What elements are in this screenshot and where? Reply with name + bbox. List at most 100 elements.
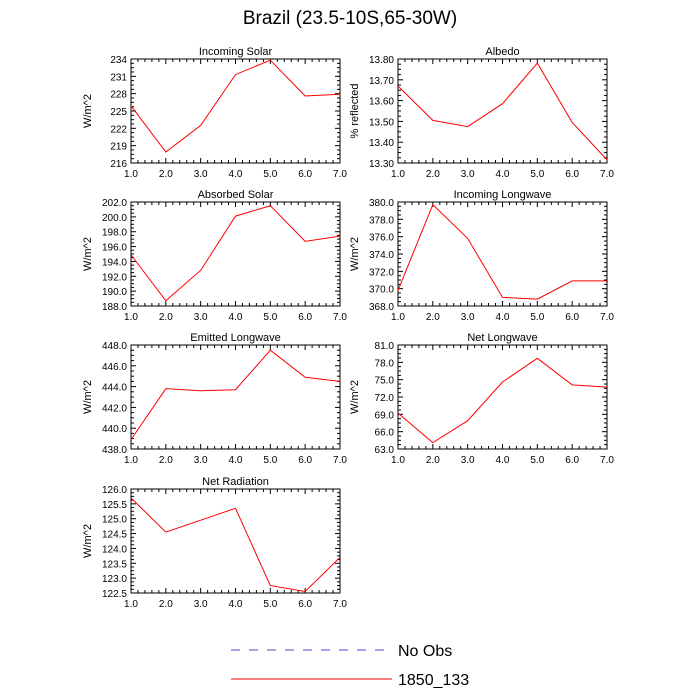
x-tick-label: 3.0 bbox=[461, 455, 475, 466]
x-tick-label: 3.0 bbox=[194, 169, 208, 180]
y-tick-label: 446.0 bbox=[102, 362, 127, 373]
panel-title: Albedo bbox=[485, 46, 519, 58]
plot-frame bbox=[130, 201, 341, 307]
y-tick-label: 190.0 bbox=[102, 287, 127, 298]
x-tick-label: 5.0 bbox=[263, 455, 277, 466]
y-tick-label: 192.0 bbox=[102, 272, 127, 283]
y-axis-label: W/m^2 bbox=[349, 380, 361, 414]
y-axis-label: W/m^2 bbox=[349, 237, 361, 271]
x-tick-label: 7.0 bbox=[333, 599, 347, 610]
y-tick-label: 222 bbox=[110, 124, 127, 135]
y-tick-label: 13.30 bbox=[369, 159, 394, 170]
y-tick-label: 69.0 bbox=[375, 410, 395, 421]
x-tick-label: 2.0 bbox=[159, 312, 173, 323]
y-tick-label: 123.5 bbox=[102, 559, 127, 570]
series-line-1850_133 bbox=[397, 62, 608, 161]
x-tick-label: 6.0 bbox=[298, 599, 312, 610]
y-tick-label: 198.0 bbox=[102, 228, 127, 239]
figure-title: Brazil (23.5-10S,65-30W) bbox=[242, 8, 458, 29]
x-tick-label: 6.0 bbox=[565, 455, 579, 466]
legend: No Obs 1850_133 bbox=[231, 643, 469, 689]
y-tick-label: 219 bbox=[110, 142, 127, 153]
panel-emitted-longwave: Emitted Longwave W/m^2 1.0 2.0 3.0 4.0 5.0 6.0 7… bbox=[82, 332, 347, 466]
plot-frame bbox=[397, 344, 608, 450]
y-tick-label: 124.0 bbox=[102, 544, 127, 555]
x-tick-label: 5.0 bbox=[263, 312, 277, 323]
x-tick-label: 4.0 bbox=[229, 599, 243, 610]
y-tick-label: 63.0 bbox=[375, 445, 395, 456]
y-tick-label: 372.0 bbox=[369, 267, 394, 278]
y-tick-label: 122.5 bbox=[102, 589, 127, 600]
series-line-1850_133 bbox=[130, 59, 341, 153]
x-tick-label: 2.0 bbox=[159, 599, 173, 610]
panel-net-radiation: Net Radiation W/m^2 1.0 2.0 3.0 4.0 5.0 6.0 7.0 1… bbox=[82, 476, 347, 610]
y-tick-label: 66.0 bbox=[375, 428, 395, 439]
y-tick-label: 75.0 bbox=[375, 376, 395, 387]
x-tick-label: 6.0 bbox=[565, 312, 579, 323]
series-line-1850_133 bbox=[130, 349, 341, 440]
x-tick-label: 2.0 bbox=[426, 312, 440, 323]
y-tick-label: 216 bbox=[110, 159, 127, 170]
panel-albedo: Albedo % reflected 1.0 2.0 3.0 4.0 5.0 6.0 7.0 13… bbox=[349, 46, 614, 180]
y-axis-label: % reflected bbox=[349, 83, 361, 138]
x-tick-label: 4.0 bbox=[229, 312, 243, 323]
x-tick-label: 4.0 bbox=[496, 455, 510, 466]
plot-frame bbox=[397, 58, 608, 164]
y-tick-label: 72.0 bbox=[375, 393, 395, 404]
y-tick-label: 123.0 bbox=[102, 574, 127, 585]
y-tick-label: 13.80 bbox=[369, 55, 394, 66]
series-line-1850_133 bbox=[130, 497, 341, 593]
y-axis-label: W/m^2 bbox=[82, 94, 94, 128]
x-tick-label: 4.0 bbox=[229, 169, 243, 180]
y-tick-label: 124.5 bbox=[102, 530, 127, 541]
series-line-1850_133 bbox=[130, 205, 341, 302]
y-axis-label: W/m^2 bbox=[82, 380, 94, 414]
y-tick-label: 81.0 bbox=[375, 341, 395, 352]
y-tick-label: 231 bbox=[110, 72, 127, 83]
legend-label: No Obs bbox=[398, 643, 452, 660]
y-tick-label: 125.5 bbox=[102, 500, 127, 511]
x-tick-label: 2.0 bbox=[159, 169, 173, 180]
y-tick-label: 370.0 bbox=[369, 285, 394, 296]
y-axis-label: W/m^2 bbox=[82, 524, 94, 558]
y-tick-label: 13.60 bbox=[369, 97, 394, 108]
y-tick-label: 126.0 bbox=[102, 485, 127, 496]
y-tick-label: 444.0 bbox=[102, 383, 127, 394]
panel-absorbed-solar: Absorbed Solar W/m^2 1.0 2.0 3.0 4.0 5.0 6.0 7.0… bbox=[82, 189, 347, 323]
x-tick-label: 1.0 bbox=[391, 455, 405, 466]
y-tick-label: 378.0 bbox=[369, 215, 394, 226]
x-tick-label: 6.0 bbox=[565, 169, 579, 180]
x-tick-label: 7.0 bbox=[600, 169, 614, 180]
plot-frame bbox=[130, 488, 341, 594]
x-tick-label: 2.0 bbox=[426, 169, 440, 180]
y-axis-label: W/m^2 bbox=[82, 237, 94, 271]
panel-incoming-solar: Incoming Solar W/m^2 1.0 2.0 3.0 4.0 5.0 6.0 7.0… bbox=[82, 46, 347, 180]
legend-label: 1850_133 bbox=[398, 672, 469, 689]
x-tick-label: 2.0 bbox=[426, 455, 440, 466]
x-tick-label: 1.0 bbox=[391, 312, 405, 323]
y-tick-label: 442.0 bbox=[102, 403, 127, 414]
panel-incoming-longwave: Incoming Longwave W/m^2 1.0 2.0 3.0 4.0 5.0 6.0… bbox=[349, 189, 614, 323]
x-tick-label: 7.0 bbox=[333, 312, 347, 323]
x-tick-label: 7.0 bbox=[333, 455, 347, 466]
y-tick-label: 13.40 bbox=[369, 138, 394, 149]
x-tick-label: 6.0 bbox=[298, 455, 312, 466]
y-tick-label: 374.0 bbox=[369, 250, 394, 261]
y-tick-label: 13.70 bbox=[369, 76, 394, 87]
x-tick-label: 1.0 bbox=[124, 599, 138, 610]
panel-title: Net Longwave bbox=[467, 332, 537, 344]
panel-title: Net Radiation bbox=[202, 476, 269, 488]
y-tick-label: 78.0 bbox=[375, 358, 395, 369]
y-tick-label: 196.0 bbox=[102, 243, 127, 254]
x-tick-label: 5.0 bbox=[530, 169, 544, 180]
y-tick-label: 200.0 bbox=[102, 213, 127, 224]
x-tick-label: 1.0 bbox=[124, 455, 138, 466]
x-tick-label: 3.0 bbox=[461, 169, 475, 180]
plot-frame bbox=[130, 344, 341, 450]
x-tick-label: 3.0 bbox=[194, 599, 208, 610]
y-tick-label: 438.0 bbox=[102, 445, 127, 456]
x-tick-label: 5.0 bbox=[530, 455, 544, 466]
y-tick-label: 188.0 bbox=[102, 302, 127, 313]
x-tick-label: 7.0 bbox=[600, 312, 614, 323]
